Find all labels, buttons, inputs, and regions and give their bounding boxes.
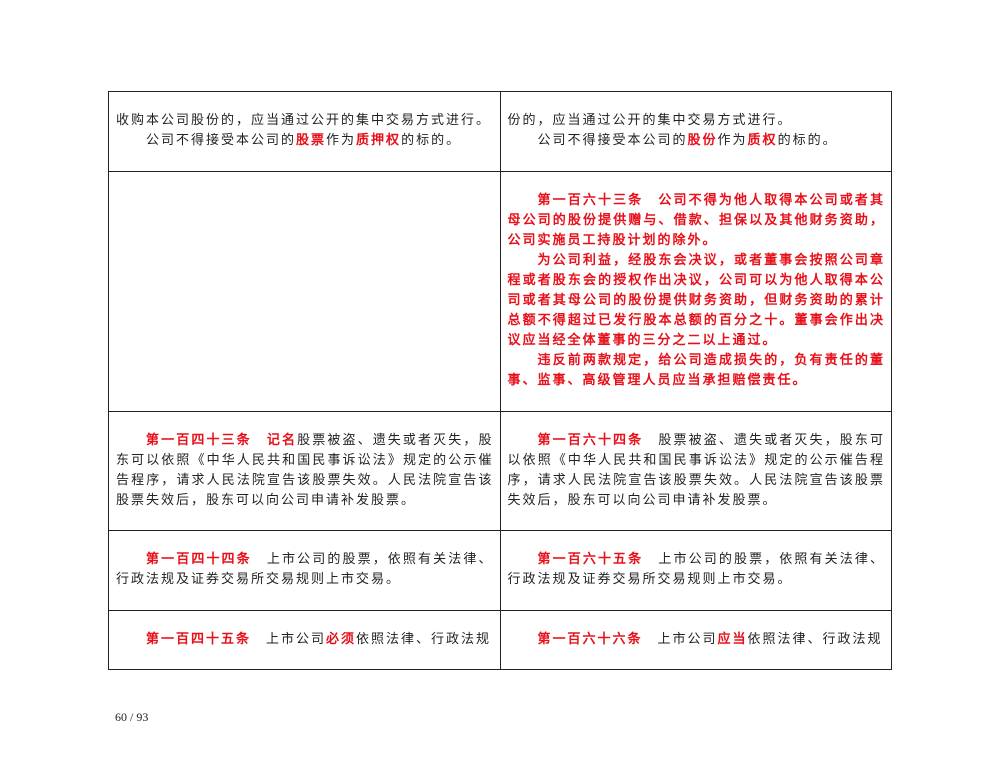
paragraph: 收购本公司股份的，应当通过公开的集中交易方式进行。 <box>116 110 494 130</box>
text: 上市公司 <box>642 631 718 646</box>
highlight-text: 第一百六十三条 公司不得为他人取得本公司或者其母公司的股份提供赠与、借款、担保以… <box>507 192 885 247</box>
paragraph: 第一百六十三条 公司不得为他人取得本公司或者其母公司的股份提供赠与、借款、担保以… <box>508 190 886 250</box>
text: 依照法律、行政法规 <box>747 631 883 646</box>
highlight-text: 记名 <box>266 432 298 447</box>
highlight-text: 第一百六十四条 <box>537 432 644 447</box>
text: 作为 <box>326 132 357 147</box>
table-row: 第一百六十三条 公司不得为他人取得本公司或者其母公司的股份提供赠与、借款、担保以… <box>109 172 892 412</box>
highlight-text: 质押权 <box>356 132 402 147</box>
table-cell: 第一百四十四条 上市公司的股票，依照有关法律、行政法规及证券交易所交易规则上市交… <box>109 531 501 611</box>
table-cell: 第一百六十五条 上市公司的股票，依照有关法律、行政法规及证券交易所交易规则上市交… <box>500 531 892 611</box>
table-cell: 第一百六十三条 公司不得为他人取得本公司或者其母公司的股份提供赠与、借款、担保以… <box>500 172 892 412</box>
text: 收购本公司股份的，应当通过公开的集中交易方式进行。 <box>116 112 492 127</box>
paragraph: 第一百四十五条 上市公司必须依照法律、行政法规 <box>116 629 494 649</box>
table-cell: 第一百六十六条 上市公司应当依照法律、行政法规 <box>500 611 892 670</box>
text: 上市公司的股票，依照有关法律、行政法规及证券交易所交易规则上市交易。 <box>116 551 494 586</box>
table-row: 第一百四十四条 上市公司的股票，依照有关法律、行政法规及证券交易所交易规则上市交… <box>109 531 892 611</box>
highlight-text: 第一百六十五条 <box>537 551 644 566</box>
highlight-text: 第一百六十六条 <box>537 631 643 646</box>
paragraph: 第一百六十四条 股票被盗、遗失或者灭失，股东可以依照《中华人民共和国民事诉讼法》… <box>508 430 886 510</box>
text: 股票被盗、遗失或者灭失，股东可以依照《中华人民共和国民事诉讼法》规定的公示催告程… <box>116 432 494 507</box>
text: 的标的。 <box>777 132 838 147</box>
text: 公司不得接受本公司的 <box>146 132 297 147</box>
paragraph: 第一百四十三条 记名股票被盗、遗失或者灭失，股东可以依照《中华人民共和国民事诉讼… <box>116 430 494 510</box>
table-cell: 份的，应当通过公开的集中交易方式进行。公司不得接受本公司的股份作为质权的标的。 <box>500 92 892 172</box>
text: 依照法律、行政法规 <box>356 631 492 646</box>
highlight-text: 股票 <box>296 132 327 147</box>
paragraph: 违反前两款规定，给公司造成损失的，负有责任的董事、监事、高级管理人员应当承担赔偿… <box>508 350 886 390</box>
text: 上市公司 <box>251 631 327 646</box>
table-row: 收购本公司股份的，应当通过公开的集中交易方式进行。 公司不得接受本公司的股票作为质… <box>109 92 892 172</box>
table-cell: 第一百四十五条 上市公司必须依照法律、行政法规 <box>109 611 501 670</box>
highlight-text: 为公司利益，经股东会决议，或者董事会按照公司章程或者股东会的授权作出决议，公司可… <box>507 252 885 347</box>
highlight-text: 第一百四十四条 <box>146 551 252 566</box>
paragraph: 第一百四十四条 上市公司的股票，依照有关法律、行政法规及证券交易所交易规则上市交… <box>116 549 494 589</box>
text: 作为 <box>717 132 748 147</box>
text: 份的，应当通过公开的集中交易方式进行。 <box>507 112 793 127</box>
paragraph: 公司不得接受本公司的股份作为质权的标的。 <box>508 130 886 150</box>
text: 股票被盗、遗失或者灭失，股东可以依照《中华人民共和国民事诉讼法》规定的公示催告程… <box>507 432 885 507</box>
text: 上市公司的股票，依照有关法律、行政法规及证券交易所交易规则上市交易。 <box>507 551 885 586</box>
table-cell: 收购本公司股份的，应当通过公开的集中交易方式进行。公司不得接受本公司的股票作为质… <box>109 92 501 172</box>
highlight-text: 第一百四十三条 <box>146 432 267 447</box>
paragraph: 公司不得接受本公司的股票作为质押权的标的。 <box>116 130 494 150</box>
highlight-text: 第一百四十五条 <box>146 631 252 646</box>
paragraph: 份的，应当通过公开的集中交易方式进行。 <box>508 110 886 130</box>
table-cell: 第一百六十四条 股票被盗、遗失或者灭失，股东可以依照《中华人民共和国民事诉讼法》… <box>500 412 892 531</box>
highlight-text: 违反前两款规定，给公司造成损失的，负有责任的董事、监事、高级管理人员应当承担赔偿… <box>507 352 885 387</box>
highlight-text: 应当 <box>717 631 748 646</box>
text: 的标的。 <box>401 132 462 147</box>
table-row: 第一百四十三条 记名股票被盗、遗失或者灭失，股东可以依照《中华人民共和国民事诉讼… <box>109 412 892 531</box>
highlight-text: 质权 <box>747 132 778 147</box>
text: 公司不得接受本公司的 <box>537 132 688 147</box>
comparison-table: 收购本公司股份的，应当通过公开的集中交易方式进行。 公司不得接受本公司的股票作为质… <box>108 91 892 670</box>
table-cell <box>109 172 501 412</box>
paragraph: 第一百六十六条 上市公司应当依照法律、行政法规 <box>508 629 886 649</box>
highlight-text: 必须 <box>326 631 357 646</box>
table-cell: 第一百四十三条 记名股票被盗、遗失或者灭失，股东可以依照《中华人民共和国民事诉讼… <box>109 412 501 531</box>
highlight-text: 股份 <box>687 132 718 147</box>
page-number: 60 / 93 <box>115 710 149 724</box>
paragraph: 为公司利益，经股东会决议，或者董事会按照公司章程或者股东会的授权作出决议，公司可… <box>508 250 886 350</box>
table-row: 第一百四十五条 上市公司必须依照法律、行政法规 第一百六十六条 上市公司应当依照法… <box>109 611 892 670</box>
paragraph: 第一百六十五条 上市公司的股票，依照有关法律、行政法规及证券交易所交易规则上市交… <box>508 549 886 589</box>
